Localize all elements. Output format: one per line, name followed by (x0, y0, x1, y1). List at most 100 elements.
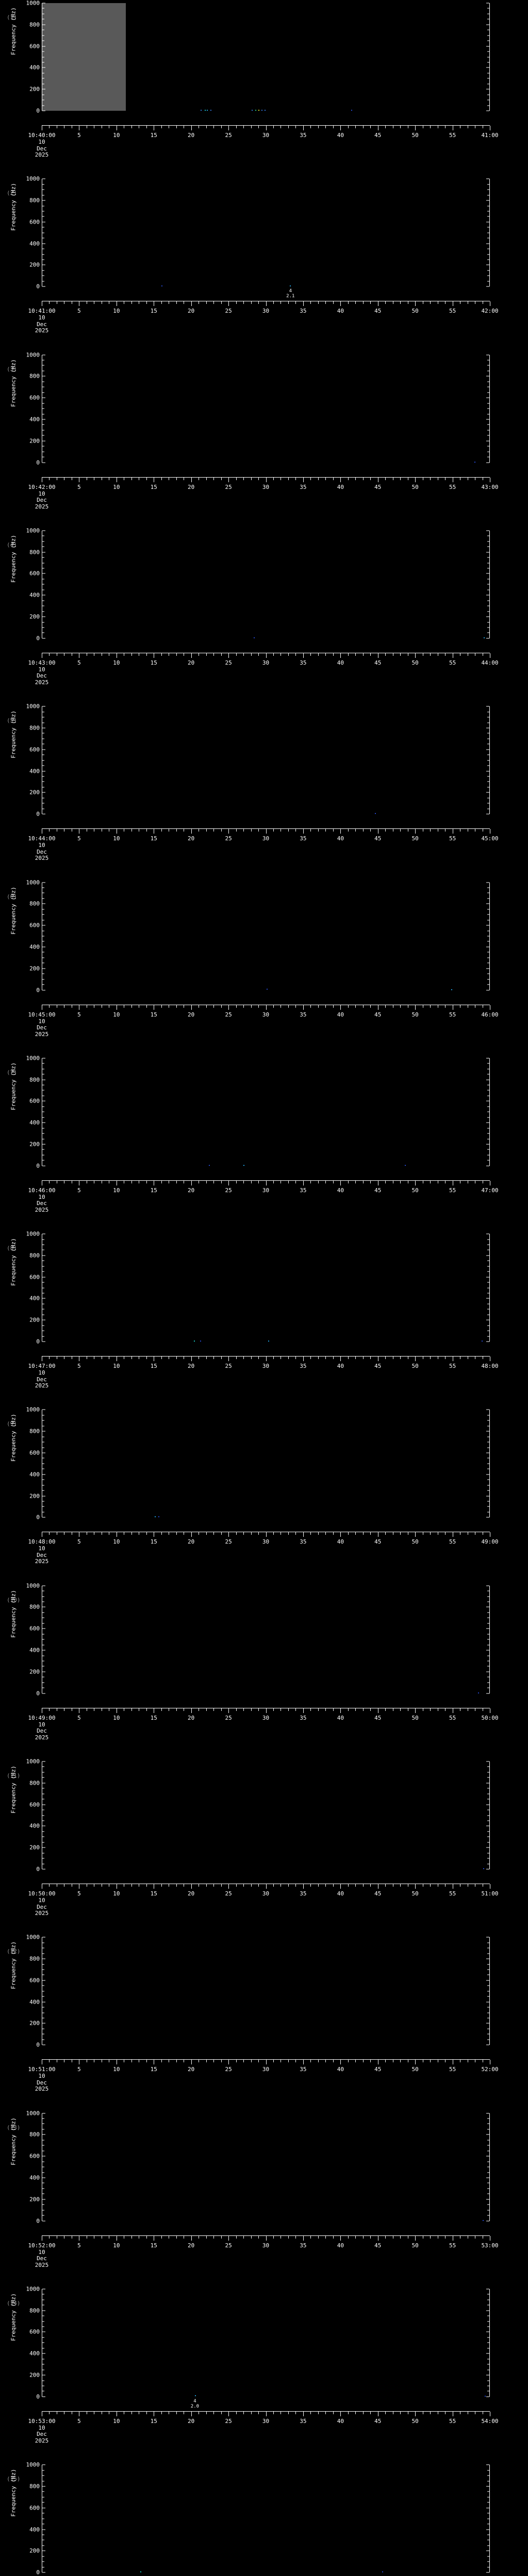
x-tick-label: 25 (225, 132, 232, 139)
y-tick-mark (42, 94, 44, 95)
y-tick-mark (487, 2391, 489, 2392)
detection-marker (261, 110, 262, 111)
x-tick-label: 5 (77, 835, 81, 842)
x-tick-mark (295, 1708, 296, 1711)
date-stamp-line: 2025 (35, 1558, 49, 1565)
y-tick-mark (486, 2396, 489, 2397)
y-tick-label: 1000 (26, 175, 40, 182)
y-tick-mark (42, 1682, 44, 1683)
y-tick-mark (487, 2545, 489, 2546)
y-tick-label: 200 (29, 86, 40, 93)
y-tick-mark (42, 354, 45, 355)
spectrogram-panel: (14) Frequency (Hz) 0 200 400 600 800 1000 10:53… (0, 2285, 528, 2462)
y-tick-mark (487, 957, 489, 958)
y-tick-label: 200 (29, 261, 40, 268)
x-tick-mark (176, 1180, 177, 1183)
x-tick-mark (131, 477, 132, 480)
x-tick-mark (131, 126, 132, 128)
x-tick-mark (131, 1884, 132, 1887)
y-tick-label: 0 (36, 2569, 40, 2576)
y-tick-mark (487, 936, 489, 937)
y-tick-mark (487, 568, 489, 569)
x-tick-label: 55 (449, 2066, 456, 2073)
y-tick-mark (486, 925, 489, 926)
x-tick-mark (348, 1180, 349, 1183)
x-tick-mark (221, 1884, 222, 1887)
x-tick-mark (161, 301, 162, 304)
x-tick-mark (355, 1532, 356, 1535)
x-tick-mark (310, 653, 311, 656)
y-tick-label: 600 (29, 1274, 40, 1281)
x-tick-mark (251, 477, 252, 480)
x-tick-mark (191, 2235, 192, 2241)
x-tick-label: 55 (449, 132, 456, 139)
y-tick-label: 0 (36, 635, 40, 642)
x-tick-mark (288, 2235, 289, 2239)
x-tick-mark (310, 1005, 311, 1008)
x-tick-mark (273, 1532, 274, 1535)
y-tick-label: 200 (29, 1141, 40, 1148)
y-tick-mark (42, 749, 45, 750)
x-tick-mark (266, 2060, 267, 2065)
y-tick-mark (42, 568, 44, 569)
x-tick-mark (131, 1005, 132, 1008)
x-tick-mark (362, 2060, 364, 2063)
detection-marker (289, 285, 291, 286)
x-tick-mark (333, 653, 334, 656)
x-tick-mark (251, 1532, 252, 1535)
x-tick-mark (430, 477, 431, 480)
x-tick-mark (176, 301, 177, 304)
y-tick-mark (42, 1490, 44, 1491)
y-tick-mark (487, 1084, 489, 1086)
date-stamp-line: 10 (38, 139, 45, 145)
x-tick-mark (348, 1884, 349, 1887)
x-tick-label: 10 (113, 659, 120, 666)
x-tick-mark (176, 477, 177, 480)
x-tick-label: 35 (300, 1187, 307, 1194)
y-tick-mark (42, 946, 45, 947)
y-tick-mark (486, 376, 489, 377)
x-tick-mark (213, 2235, 214, 2239)
x-tick-label: 45 (374, 2242, 382, 2249)
x-tick-mark (213, 1357, 214, 1360)
x-tick-label: 35 (300, 2242, 307, 2249)
y-tick-mark (42, 530, 45, 531)
x-tick-mark (310, 829, 311, 832)
x-tick-mark (370, 2235, 371, 2239)
x-tick-mark (415, 829, 416, 834)
y-tick-label: 0 (36, 987, 40, 993)
y-tick-mark (487, 2513, 489, 2514)
x-tick-mark (161, 2411, 162, 2414)
x-tick-mark (333, 2235, 334, 2239)
y-tick-mark (486, 2023, 489, 2024)
x-tick-mark (385, 1357, 386, 1360)
x-tick-mark (273, 1708, 274, 1711)
x-tick-mark (310, 2235, 311, 2239)
x-tick-label: 53:00 (481, 2242, 499, 2249)
x-tick-mark (288, 1884, 289, 1887)
detection-marker (194, 2395, 196, 2396)
y-tick-mark (42, 451, 44, 452)
x-tick-mark (266, 1708, 267, 1713)
x-tick-label: 10 (113, 2417, 120, 2425)
detection-marker (484, 637, 485, 639)
x-tick-mark (362, 1180, 364, 1183)
plot-area: 0 200 400 600 800 1000 (26, 1934, 490, 2048)
y-tick-mark (42, 1314, 44, 1315)
x-tick-label: 50 (411, 2242, 419, 2249)
y-tick-mark (486, 706, 489, 707)
x-tick-mark (228, 1005, 229, 1010)
x-tick-label: 30 (262, 1187, 270, 1194)
y-tick-mark (487, 1463, 489, 1464)
date-stamp-line: Dec (37, 1903, 47, 1910)
y-tick-mark (42, 1293, 44, 1294)
y-axis-label: Frequency (Hz) (10, 183, 17, 231)
y-tick-label: 400 (29, 1998, 40, 2006)
y-tick-mark (487, 83, 489, 84)
panel-index-label: (15) (7, 2476, 21, 2483)
y-tick-mark (42, 2353, 45, 2354)
y-tick-mark (42, 1133, 44, 1134)
x-tick-mark (333, 1005, 334, 1008)
x-tick-mark (303, 829, 304, 834)
x-tick-mark (251, 126, 252, 128)
